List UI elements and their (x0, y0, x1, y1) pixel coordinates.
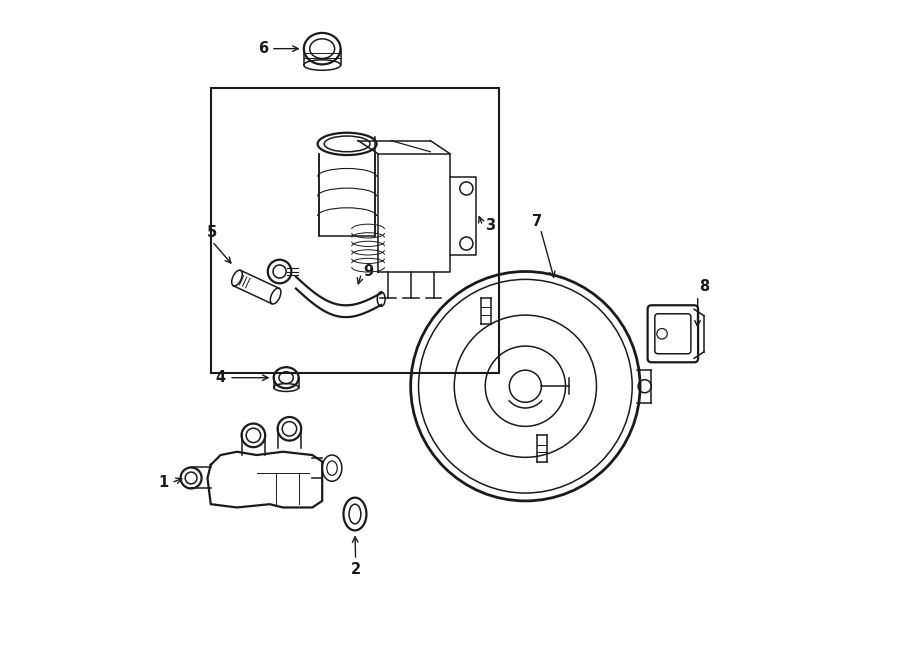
Text: 2: 2 (351, 562, 361, 577)
Text: 9: 9 (364, 264, 374, 279)
Text: 8: 8 (699, 280, 709, 294)
Text: 6: 6 (258, 41, 268, 56)
Text: 3: 3 (485, 218, 495, 233)
Text: 5: 5 (207, 225, 217, 240)
Bar (211, 88, 500, 373)
Text: 4: 4 (215, 370, 225, 385)
Text: 7: 7 (532, 214, 542, 229)
Text: 1: 1 (158, 475, 168, 490)
